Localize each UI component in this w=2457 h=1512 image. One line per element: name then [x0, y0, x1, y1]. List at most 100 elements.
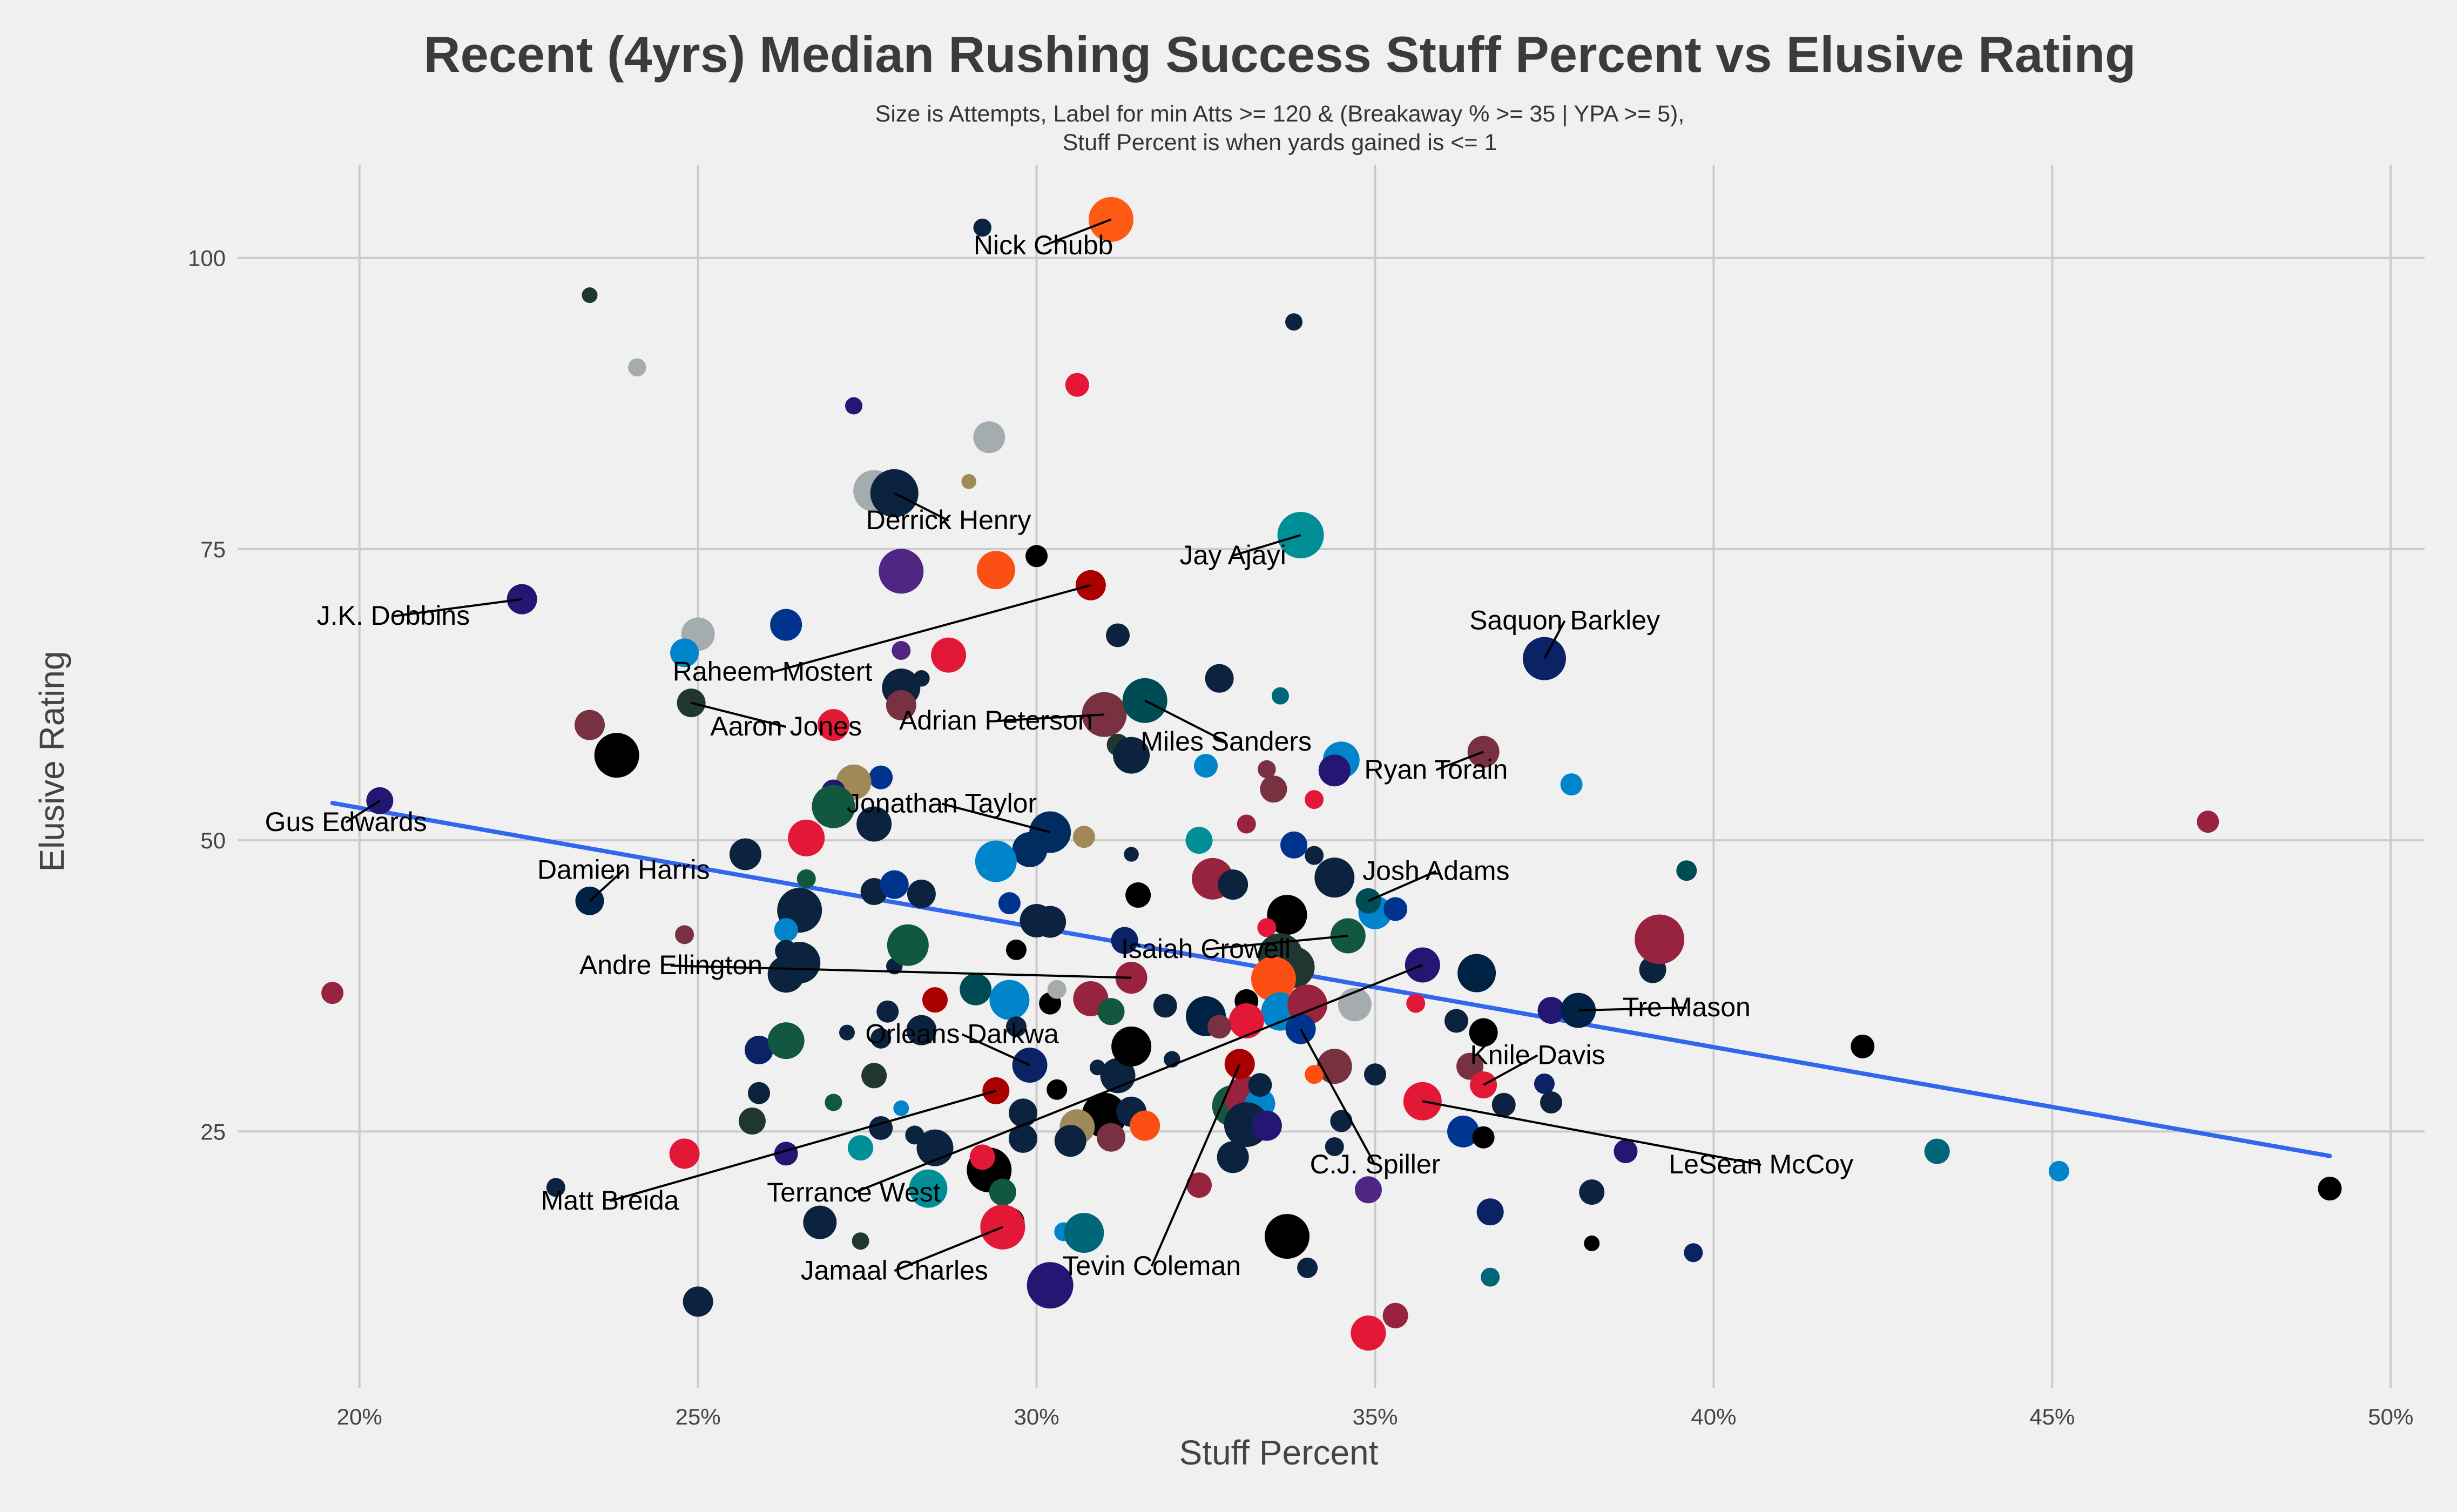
scatter-point: [886, 690, 916, 720]
grid: [238, 165, 2425, 1388]
scatter-point: [1280, 831, 1308, 859]
scatter-point: [1111, 1026, 1152, 1066]
scatter-point: [1251, 1110, 1282, 1141]
point-labels: Nick Chubb Derrick Henry Jay Ajayi J.K. Dob…: [265, 230, 1854, 1285]
scatter-point: [1537, 997, 1565, 1024]
scatter-point: [1444, 1009, 1468, 1033]
scatter-point: [1851, 1034, 1875, 1058]
scatter-point: [812, 785, 855, 828]
scatter-point: [817, 709, 849, 741]
chart-subtitle-line-2: Stuff Percent is when yards gained is <=…: [1063, 130, 1497, 156]
point-label: Isaiah Crowell: [1121, 934, 1291, 964]
label-leader-line: [894, 1226, 1003, 1272]
chart-subtitle-line-1: Size is Attempts, Label for min Atts >= …: [875, 101, 1685, 127]
y-tick-label: 50: [200, 828, 226, 853]
scatter-point: [856, 806, 892, 842]
scatter-point: [683, 1286, 713, 1317]
scatter-point: [1351, 1315, 1386, 1351]
scatter-point: [1534, 1073, 1555, 1094]
scatter-point: [1130, 1110, 1160, 1141]
scatter-points: [321, 197, 2342, 1351]
point-label: Miles Sanders: [1140, 726, 1312, 757]
scatter-point: [1325, 1137, 1344, 1156]
scatter-point: [628, 358, 646, 377]
label-leader-line: [1299, 1028, 1376, 1166]
scatter-point: [852, 1232, 869, 1250]
scatter-point: [1364, 1063, 1387, 1086]
scatter-point: [2318, 1177, 2342, 1201]
scatter-point: [774, 1142, 798, 1166]
label-leader-line: [961, 1033, 1030, 1066]
label-leader-line: [996, 713, 1105, 723]
scatter-point: [1271, 687, 1289, 705]
trend-line: [330, 801, 2332, 1158]
scatter-point: [975, 840, 1017, 882]
scatter-point: [1005, 939, 1027, 960]
point-label: Gus Edwards: [265, 807, 427, 837]
point-label: Jay Ajayi: [1180, 540, 1286, 570]
scatter-point: [1217, 1141, 1249, 1173]
point-label: Tre Mason: [1623, 992, 1751, 1022]
scatter-point: [582, 287, 598, 303]
label-leader-line: [1422, 1100, 1761, 1166]
scatter-point: [2197, 811, 2219, 833]
scatter-point: [738, 1108, 766, 1135]
scatter-point: [1383, 897, 1408, 921]
scatter-point: [1054, 1125, 1086, 1157]
point-label: C.J. Spiller: [1310, 1149, 1441, 1179]
label-leader-line: [1150, 1063, 1241, 1267]
scatter-point: [1476, 1198, 1504, 1226]
scatter-point: [788, 819, 825, 856]
scatter-point: [1072, 826, 1095, 848]
label-leader-line: [393, 598, 522, 618]
scatter-point: [767, 956, 805, 993]
scatter-point: [803, 1205, 837, 1239]
point-label: Saquon Barkley: [1469, 605, 1660, 636]
scatter-point: [861, 1063, 887, 1089]
label-leader-line: [589, 869, 625, 902]
label-leader-line: [610, 1090, 996, 1202]
trend-line-group: [330, 801, 2332, 1158]
scatter-point: [744, 1035, 773, 1064]
scatter-point: [670, 638, 699, 667]
scatter-point: [1248, 1073, 1272, 1097]
point-label: Matt Breida: [541, 1185, 679, 1216]
scatter-point: [1406, 994, 1426, 1013]
scatter-point: [1106, 623, 1130, 647]
scatter-point: [989, 980, 1030, 1020]
scatter-point: [1228, 1003, 1264, 1038]
scatter-point: [887, 924, 929, 966]
label-leader-line: [941, 802, 1051, 833]
scatter-point: [961, 474, 976, 489]
scatter-point: [1635, 914, 1685, 964]
scatter-point: [969, 1144, 995, 1170]
scatter-point: [1064, 1213, 1104, 1253]
point-label: Tevin Coleman: [1062, 1251, 1241, 1281]
scatter-point: [1457, 954, 1496, 993]
scatter-point: [998, 892, 1021, 915]
scatter-point: [973, 218, 992, 237]
y-axis-title: Elusive Rating: [32, 651, 71, 872]
point-label: Raheem Mostert: [673, 657, 873, 687]
scatter-point: [1305, 1065, 1324, 1084]
scatter-point: [906, 1015, 937, 1045]
label-leader-line: [853, 964, 1423, 1194]
scatter-point: [1560, 773, 1583, 796]
scatter-point: [1297, 1257, 1318, 1278]
scatter-point: [1258, 760, 1276, 779]
label-leader-line: [1435, 751, 1484, 771]
point-label: Orleans Darkwa: [865, 1018, 1059, 1049]
scatter-point: [321, 982, 344, 1004]
scatter-point: [870, 1028, 892, 1049]
scatter-point: [1207, 1015, 1232, 1039]
scatter-point: [1027, 1262, 1074, 1309]
point-label: Adrian Peterson: [899, 705, 1093, 735]
scatter-point: [839, 1024, 855, 1041]
scatter-point: [1153, 994, 1177, 1018]
x-tick-label: 30%: [1014, 1404, 1059, 1429]
scatter-point: [675, 925, 694, 944]
label-leader-line: [1144, 699, 1227, 743]
scatter-point: [1124, 847, 1139, 862]
